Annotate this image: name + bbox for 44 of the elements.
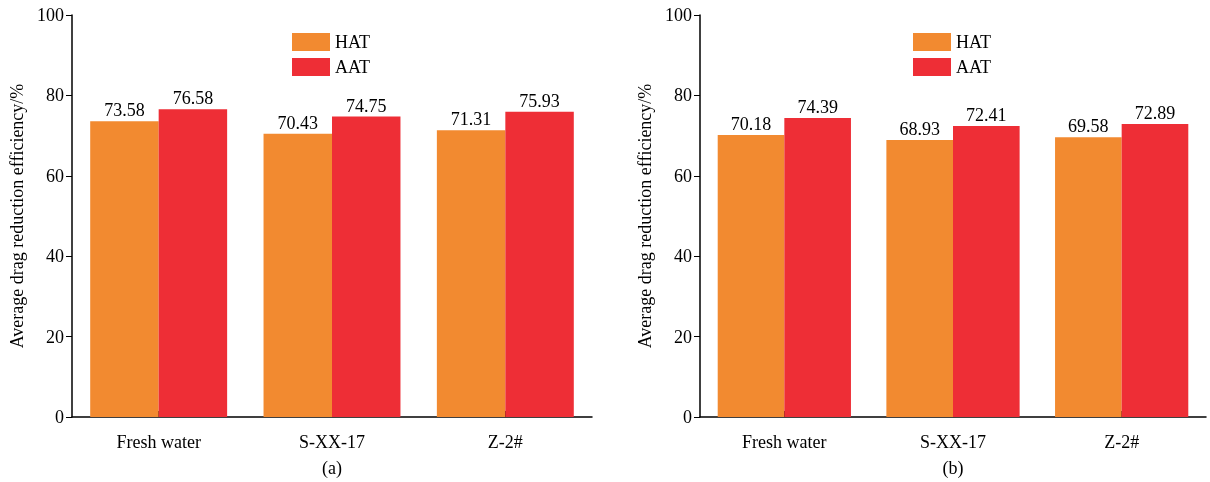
bar: [90, 121, 159, 417]
legend-label: HAT: [335, 32, 370, 52]
y-tick-label: 60: [674, 165, 692, 186]
bar: [158, 109, 228, 417]
data-label: 72.41: [966, 104, 1007, 125]
data-label: 70.43: [277, 112, 319, 133]
y-tick-label: 20: [674, 326, 692, 347]
data-label: 68.93: [899, 118, 940, 139]
data-label: 74.75: [345, 95, 387, 116]
data-label: 72.89: [1134, 102, 1176, 123]
y-tick-label: 40: [674, 246, 692, 267]
x-axis-title: (b): [942, 458, 964, 479]
data-label: 73.58: [104, 100, 145, 121]
data-label: 75.93: [519, 90, 560, 111]
bar: [263, 133, 332, 417]
x-tick-label: S-XX-17: [299, 432, 365, 452]
y-tick-label: 40: [46, 246, 64, 267]
y-tick-label: 100: [37, 5, 64, 25]
y-tick-label: 80: [46, 85, 64, 106]
y-axis-title: Average drag reduction efficiency/%: [7, 83, 28, 349]
bar: [332, 116, 401, 417]
x-axis-title: (a): [322, 458, 342, 479]
legend-label: AAT: [335, 57, 370, 77]
data-label: 69.58: [1068, 116, 1109, 137]
data-label: 76.58: [172, 88, 214, 109]
x-tick-label: S-XX-17: [920, 432, 986, 452]
data-label: 70.18: [730, 113, 772, 134]
bar: [436, 130, 506, 417]
x-tick-label: Z-2#: [487, 432, 523, 452]
x-tick-label: Fresh water: [116, 432, 201, 452]
data-label: 71.31: [450, 109, 492, 130]
y-tick-label: 0: [683, 407, 692, 427]
bar: [505, 111, 574, 417]
y-tick-label: 100: [665, 5, 692, 25]
legend-label: HAT: [956, 32, 991, 52]
y-tick-label: 20: [46, 326, 64, 347]
y-axis-title: Average drag reduction efficiency/%: [635, 83, 656, 349]
y-tick-label: 60: [46, 165, 64, 186]
legend-label: AAT: [956, 57, 991, 77]
y-tick-label: 0: [55, 407, 64, 427]
y-tick-label: 80: [674, 85, 692, 106]
x-tick-label: Fresh water: [742, 432, 827, 452]
x-tick-label: Z-2#: [1104, 432, 1140, 452]
data-label: 74.39: [797, 96, 838, 117]
